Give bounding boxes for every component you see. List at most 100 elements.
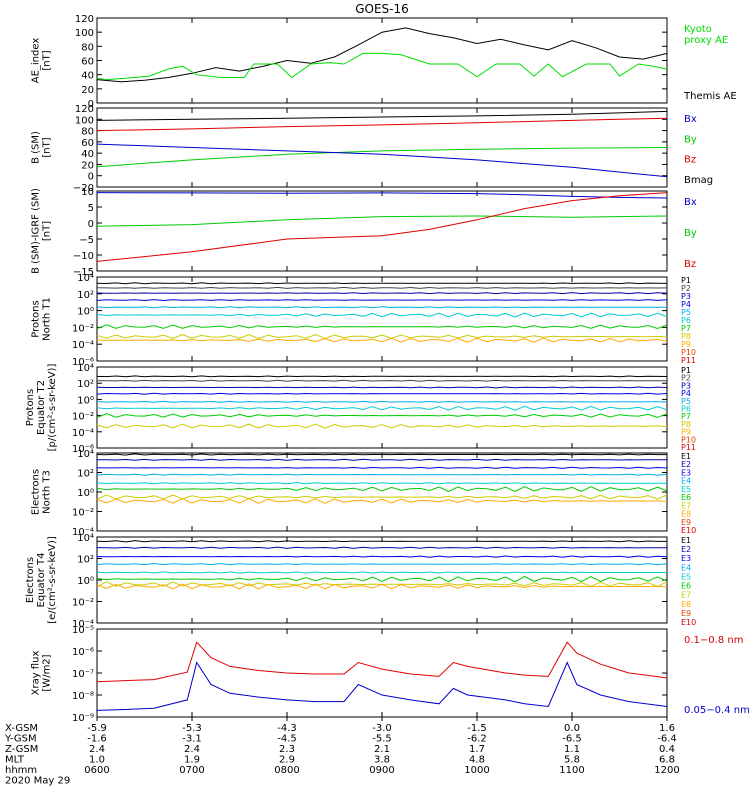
legend-entry: Bx	[684, 197, 697, 208]
legend-entry: Bz	[684, 155, 696, 166]
y-axis-label: Electrons	[31, 469, 42, 515]
flux-channel-line	[96, 453, 667, 456]
y-tick-label: 10⁴	[77, 363, 94, 374]
legend-entry: P11	[681, 356, 696, 365]
y-axis-label: [nT]	[42, 221, 53, 241]
y-tick-label: 80	[81, 127, 94, 138]
y-tick-label: −20	[73, 183, 94, 194]
orbit-row-label: hhmm	[5, 765, 37, 776]
y-tick-label: 60	[81, 57, 94, 68]
series-line	[96, 110, 668, 121]
flux-channel-line	[96, 282, 668, 285]
legend-entry: E10	[681, 618, 696, 627]
legend-entry: P1	[681, 276, 691, 285]
legend-entry: E6	[681, 493, 691, 502]
panel-frame	[96, 366, 668, 449]
orbit-row-value: 0700	[179, 765, 204, 776]
y-axis-label: Electrons	[25, 557, 36, 603]
flux-channel-line	[96, 306, 668, 309]
flux-channel-line	[96, 458, 667, 461]
orbit-row-value: -5.5	[372, 734, 392, 745]
y-tick-label: 10⁻⁹	[72, 713, 94, 724]
legend-entry: 0.1−0.8 nm	[684, 635, 743, 646]
y-tick-label: 10⁻⁶	[72, 647, 94, 658]
flux-channel-line	[96, 386, 668, 389]
flux-channel-line	[96, 540, 667, 543]
flux-channel-line	[96, 482, 667, 485]
orbit-row-value: 6.8	[659, 755, 675, 766]
y-tick-label: 10⁰	[77, 576, 94, 587]
panel-frame	[96, 190, 668, 272]
legend-entry: E4	[681, 477, 691, 486]
y-tick-label: 10⁻⁴	[72, 428, 94, 439]
orbit-row-value: 1100	[559, 765, 584, 776]
legend-entry: E4	[681, 563, 691, 572]
legend-entry: P9	[681, 428, 691, 437]
flux-channel-line	[96, 466, 668, 469]
flux-channel-line	[96, 375, 668, 378]
orbit-row-value: -1.6	[87, 734, 107, 745]
legend-entry: proxy AE	[684, 35, 728, 46]
y-tick-label: 20	[81, 160, 94, 171]
y-tick-label: 10²	[77, 290, 94, 301]
flux-channel-line	[96, 400, 668, 403]
orbit-row-value: -6.2	[467, 734, 487, 745]
y-tick-label: 0	[88, 219, 94, 230]
flux-channel-line	[96, 546, 668, 549]
legend-entry: 0.05−0.4 nm	[684, 705, 750, 716]
y-tick-label: 40	[81, 71, 94, 82]
legend-entry: E6	[681, 582, 691, 591]
y-tick-label: 10⁻⁶	[72, 444, 94, 455]
legend-entry: E5	[681, 572, 691, 581]
series-line	[96, 143, 668, 178]
legend-entry: E5	[681, 485, 691, 494]
y-tick-label: 10²	[77, 379, 94, 390]
legend-entry: E1	[681, 452, 691, 461]
orbit-row-value: -6.5	[562, 734, 582, 745]
legend-entry: P1	[681, 366, 691, 375]
y-tick-label: 60	[81, 138, 94, 149]
series-line	[96, 27, 668, 83]
y-tick-label: 10⁻²	[72, 508, 94, 519]
flux-channel-line	[97, 379, 667, 382]
flux-channel-line	[96, 299, 668, 302]
y-axis-label: [nT]	[42, 137, 53, 157]
y-axis-label: North T3	[42, 470, 53, 514]
y-tick-label: −5	[79, 235, 94, 246]
y-tick-label: 10²	[77, 555, 94, 566]
orbit-row-value: -1.5	[467, 723, 487, 734]
orbit-row-label: MLT	[5, 755, 25, 766]
y-axis-label: [p/(cm²-s-sr-keV)]	[47, 364, 58, 452]
flux-channel-line	[96, 337, 668, 343]
y-axis-label: [W/m2]	[42, 654, 53, 691]
legend-entry: Bmag	[684, 175, 713, 186]
orbit-row-value: 1.1	[564, 744, 580, 755]
legend-entry: P3	[681, 292, 691, 301]
y-tick-label: 10⁰	[77, 307, 94, 318]
legend-entry: P5	[681, 397, 691, 406]
orbit-row-value: -4.5	[277, 734, 297, 745]
y-tick-label: 10⁻⁴	[72, 340, 94, 351]
y-tick-label: 10⁻⁴	[72, 527, 94, 538]
y-tick-label: 10⁻²	[72, 598, 94, 609]
orbit-row-value: 0.4	[659, 744, 675, 755]
flux-channel-line	[96, 324, 668, 330]
y-tick-label: 100	[75, 115, 94, 126]
flux-channel-line	[96, 292, 668, 295]
orbit-row-value: 1.7	[469, 744, 485, 755]
flux-channel-line	[96, 333, 668, 340]
legend-entry: E9	[681, 518, 691, 527]
plot-title: GOES-16	[355, 2, 409, 16]
legend-entry: E9	[681, 609, 691, 618]
y-tick-label: 120	[75, 104, 94, 115]
flux-channel-line	[96, 571, 667, 574]
legend-entry: P5	[681, 308, 691, 317]
flux-channel-line	[96, 562, 668, 566]
orbit-row-label: Z-GSM	[5, 744, 38, 755]
y-axis-label: Equator T4	[36, 553, 47, 608]
flux-channel-line	[96, 555, 668, 558]
orbit-row-value: 2.4	[89, 744, 105, 755]
legend-entry: P8	[681, 420, 691, 429]
orbit-row-value: 0800	[274, 765, 299, 776]
